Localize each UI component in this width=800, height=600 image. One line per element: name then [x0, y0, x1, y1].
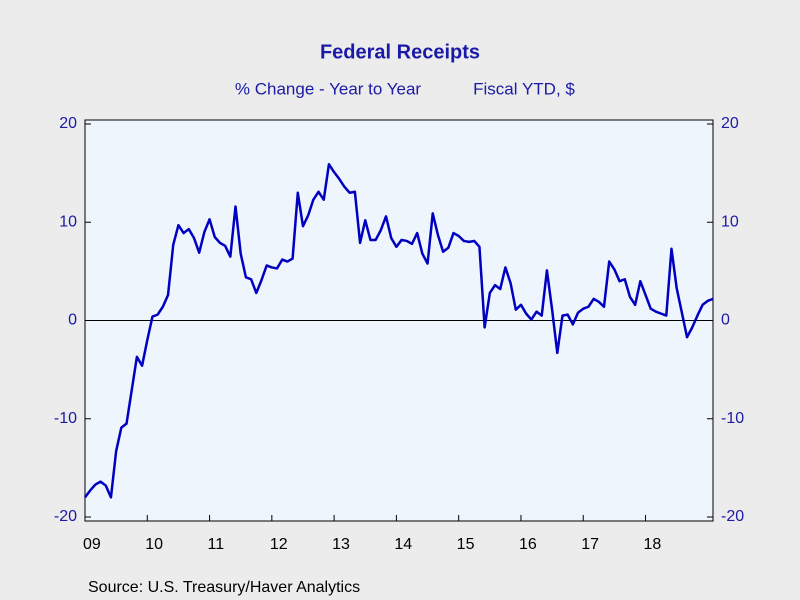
y-tick-label: 0: [68, 312, 77, 329]
y2-tick-label: 0: [721, 312, 730, 329]
subtitle: % Change - Year to Year: [235, 79, 422, 98]
chart-title: Federal Receipts: [320, 41, 480, 63]
source: Source: U.S. Treasury/Haver Analytics: [88, 579, 360, 596]
y2-tick-label: 10: [721, 213, 739, 230]
y-tick-label: -10: [54, 410, 77, 427]
x-tick-label: 16: [519, 536, 537, 553]
x-tick-label: 18: [644, 536, 662, 553]
x-tick-label: 11: [208, 536, 225, 553]
data-line: [84, 163, 714, 499]
y-tick-label: 10: [59, 213, 77, 230]
y-tick-label: 20: [59, 115, 77, 132]
y2-tick-label: 20: [721, 115, 739, 132]
x-tick-label: 15: [457, 536, 475, 553]
x-tick-label: 12: [270, 536, 288, 553]
x-tick-label: 09: [83, 536, 101, 553]
x-tick-label: 13: [332, 536, 350, 553]
y-tick-label: -20: [54, 508, 77, 525]
x-tick-label: 14: [394, 536, 412, 553]
x-tick-label: 10: [145, 536, 163, 553]
y2-tick-label: -20: [721, 508, 744, 525]
subtitle: Fiscal YTD, $: [473, 79, 575, 98]
x-tick-label: 17: [581, 536, 599, 553]
y2-tick-label: -10: [721, 410, 744, 427]
